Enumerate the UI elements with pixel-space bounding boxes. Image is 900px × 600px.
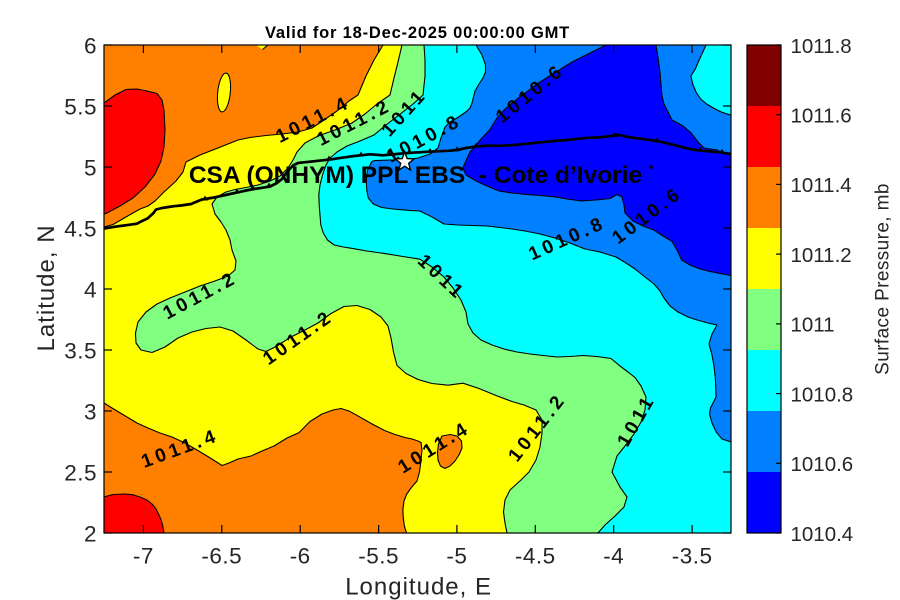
svg-text:-6: -6 — [290, 544, 311, 569]
svg-text:Valid for 18-Dec-2025 00:00:00: Valid for 18-Dec-2025 00:00:00 GMT — [265, 24, 570, 42]
svg-text:-5.5: -5.5 — [358, 544, 399, 569]
svg-text:2.5: 2.5 — [64, 461, 97, 486]
svg-text:-6.5: -6.5 — [201, 544, 242, 569]
svg-text:2: 2 — [84, 522, 97, 547]
svg-text:6: 6 — [84, 34, 97, 59]
svg-text:1011: 1011 — [791, 314, 835, 337]
svg-text:-5: -5 — [446, 544, 467, 569]
svg-text:3: 3 — [84, 400, 97, 425]
svg-text:-7: -7 — [133, 544, 154, 569]
svg-text:-4: -4 — [603, 544, 624, 569]
svg-text:Latitude, N: Latitude, N — [33, 224, 60, 351]
svg-text:1010.4: 1010.4 — [791, 523, 854, 546]
svg-text:Surface Pressure, mb: Surface Pressure, mb — [873, 183, 894, 375]
svg-text:5.5: 5.5 — [64, 95, 97, 120]
svg-text:4.5: 4.5 — [64, 217, 97, 242]
svg-text:CSA (ONHYM) PPL EBS - Cote d’: CSA (ONHYM) PPL EBS - Cote d’Ivorie — [189, 162, 642, 189]
svg-text:3.5: 3.5 — [64, 339, 97, 364]
svg-text:1011.4: 1011.4 — [791, 174, 852, 197]
svg-text:1010.6: 1010.6 — [791, 453, 854, 476]
svg-text:4: 4 — [84, 278, 97, 303]
svg-text:1010.8: 1010.8 — [791, 383, 854, 406]
svg-text:1011.8: 1011.8 — [791, 35, 852, 58]
svg-text:1011.6: 1011.6 — [791, 105, 852, 128]
svg-text:Longitude, E: Longitude, E — [345, 573, 492, 600]
svg-text:-3.5: -3.5 — [672, 544, 713, 569]
svg-text:-4.5: -4.5 — [515, 544, 556, 569]
svg-text:5: 5 — [84, 156, 97, 181]
svg-text:1011.2: 1011.2 — [791, 244, 852, 267]
